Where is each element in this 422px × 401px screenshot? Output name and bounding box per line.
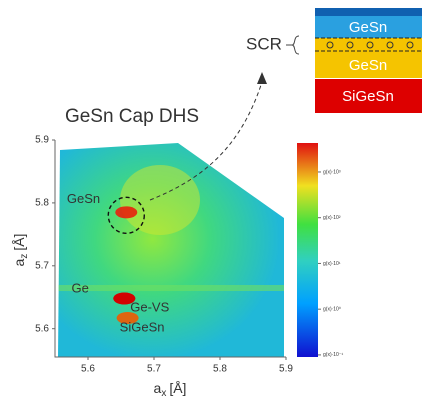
colorbar-tick-label: g(x)·10⁰ — [323, 307, 341, 313]
chart-title: GeSn Cap DHS — [65, 106, 199, 127]
colorbar — [297, 143, 318, 357]
peak — [115, 206, 137, 218]
colorbar-tick-label: g(x)·10³ — [323, 169, 341, 175]
x-tick-label: 5.8 — [213, 364, 227, 375]
layer-label: GeSn — [349, 57, 387, 74]
colorbar-tick-label: g(x)·10² — [323, 215, 341, 221]
peak-label: Ge-VS — [130, 299, 169, 314]
x-tick-label: 5.6 — [81, 364, 95, 375]
x-label-sub: x — [161, 388, 166, 399]
x-label-unit: [Å] — [169, 380, 186, 396]
peak-label: GeSn — [67, 191, 100, 206]
y-tick-label: 5.6 — [35, 323, 49, 334]
peak-label: SiGeSn — [120, 320, 165, 335]
y-label-main: a — [11, 258, 27, 266]
x-label-main: a — [154, 380, 162, 396]
layer-label: SiGeSn — [342, 88, 394, 105]
y-tick-label: 5.8 — [35, 198, 49, 209]
peak-label: Ge — [72, 281, 89, 296]
x-tick-label: 5.7 — [147, 364, 161, 375]
x-axis-label: ax[Å] — [154, 380, 187, 399]
map-background — [55, 140, 287, 360]
y-tick-label: 5.9 — [35, 135, 49, 146]
x-tick-label: 5.9 — [279, 364, 293, 375]
arrow-head — [257, 72, 267, 84]
scr-label: SCR — [246, 34, 282, 53]
colorbar-tick-label: g(x)·10¹ — [323, 261, 341, 267]
colorbar-tick-label: g(x)·10⁻¹ — [323, 352, 343, 358]
y-label-unit: [Å] — [11, 234, 27, 251]
figure: GeSn Cap DHS az[Å] ax[Å] SCR GeSn GeSn S… — [0, 0, 422, 401]
y-label-sub: z — [19, 254, 30, 259]
y-tick-label: 5.7 — [35, 260, 49, 271]
layer-label: GeSn — [349, 19, 387, 36]
y-axis-label: az [Å] — [11, 234, 30, 267]
